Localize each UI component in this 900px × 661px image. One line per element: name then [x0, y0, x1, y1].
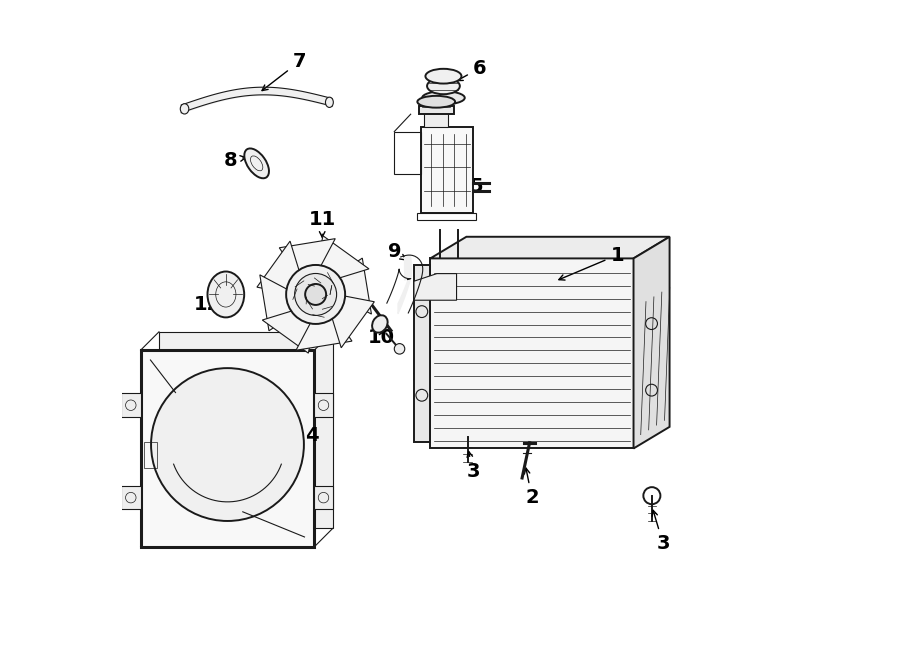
Polygon shape [414, 265, 430, 442]
Bar [144, 442, 157, 468]
Text: 3: 3 [466, 451, 480, 481]
Bar [418, 106, 454, 114]
Text: 12: 12 [194, 272, 224, 314]
Polygon shape [140, 350, 314, 547]
Circle shape [305, 284, 326, 305]
Polygon shape [159, 332, 333, 528]
Ellipse shape [372, 315, 388, 332]
Polygon shape [296, 307, 352, 350]
Bar [121, 393, 140, 417]
Polygon shape [414, 274, 456, 300]
Circle shape [151, 368, 304, 521]
Text: 1: 1 [559, 246, 624, 280]
Bar [286, 265, 345, 288]
Polygon shape [256, 241, 302, 295]
Text: 3: 3 [652, 510, 670, 553]
Circle shape [458, 428, 477, 446]
Ellipse shape [180, 104, 189, 114]
Ellipse shape [244, 149, 269, 178]
Polygon shape [262, 307, 316, 353]
Text: 10: 10 [368, 328, 395, 346]
Ellipse shape [418, 96, 455, 108]
Text: 9: 9 [388, 243, 406, 261]
Ellipse shape [426, 69, 462, 83]
Ellipse shape [208, 272, 244, 317]
Text: 7: 7 [262, 52, 306, 91]
Circle shape [394, 344, 405, 354]
Ellipse shape [422, 91, 464, 104]
Polygon shape [634, 237, 670, 448]
Text: 11: 11 [309, 210, 336, 237]
Bar [314, 393, 333, 417]
Text: 2: 2 [525, 468, 539, 507]
Polygon shape [420, 128, 472, 213]
Text: 8: 8 [223, 151, 246, 170]
Text: 5: 5 [454, 176, 483, 196]
Ellipse shape [326, 97, 333, 108]
Polygon shape [279, 239, 336, 282]
Polygon shape [328, 294, 374, 348]
Polygon shape [430, 258, 634, 448]
Bar [121, 486, 140, 510]
Polygon shape [315, 236, 369, 282]
Polygon shape [328, 258, 372, 314]
Bar [314, 486, 333, 510]
Bar [425, 113, 448, 128]
Text: 6: 6 [457, 59, 486, 81]
Polygon shape [260, 275, 303, 330]
Circle shape [286, 265, 345, 324]
Ellipse shape [428, 78, 460, 95]
Polygon shape [430, 237, 670, 258]
Circle shape [644, 487, 661, 504]
Circle shape [294, 274, 337, 315]
Text: 4: 4 [283, 406, 320, 445]
Bar [286, 288, 345, 321]
